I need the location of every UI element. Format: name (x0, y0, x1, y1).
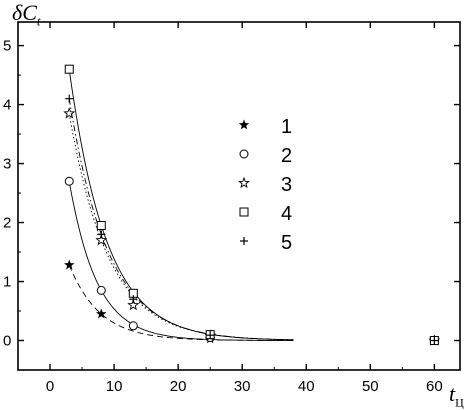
x-tick-label: 50 (362, 378, 379, 395)
y-tick-label: 4 (3, 97, 11, 114)
marker-open-circle (128, 321, 138, 331)
x-tick-label: 10 (106, 378, 123, 395)
marker-open-circle (239, 149, 249, 159)
marker-open-circle (64, 176, 74, 186)
legend-label: 5 (281, 232, 292, 254)
x-tick-label: 0 (46, 378, 54, 395)
marker-open-star (95, 233, 108, 246)
marker-open-circle (96, 285, 106, 295)
series-curve-3 (68, 113, 294, 341)
x-tick-label: 30 (234, 378, 251, 395)
marker-filled-star (64, 259, 75, 270)
series-curve-2 (68, 181, 294, 341)
x-axis-label: tЦ (449, 381, 464, 410)
y-axis-label: δCt (12, 0, 41, 29)
legend-label: 2 (281, 145, 292, 167)
series-curve-1 (68, 264, 294, 341)
marker-open-star (237, 176, 251, 189)
x-tick-label: 40 (298, 378, 315, 395)
y-tick-label: 0 (3, 333, 11, 350)
x-tick-label: 60 (426, 378, 443, 395)
series-curve-5 (68, 98, 294, 341)
legend-label: 4 (281, 203, 292, 225)
x-tick-label: 20 (170, 378, 187, 395)
marker-open-square (64, 64, 74, 74)
y-tick-label: 5 (3, 38, 11, 55)
marker-filled-star (96, 308, 107, 319)
legend-label: 3 (281, 174, 292, 196)
series-curve-4 (68, 69, 294, 341)
marker-open-star (63, 107, 76, 119)
marker-filled-star (238, 119, 250, 130)
legend-label: 1 (281, 116, 292, 138)
marker-open-square (239, 207, 249, 217)
y-tick-label: 3 (3, 156, 11, 173)
marker-open-star (127, 298, 140, 311)
y-tick-label: 2 (3, 215, 11, 232)
y-tick-label: 1 (3, 274, 11, 291)
marker-open-square (96, 220, 106, 230)
plot-frame (17, 21, 461, 371)
